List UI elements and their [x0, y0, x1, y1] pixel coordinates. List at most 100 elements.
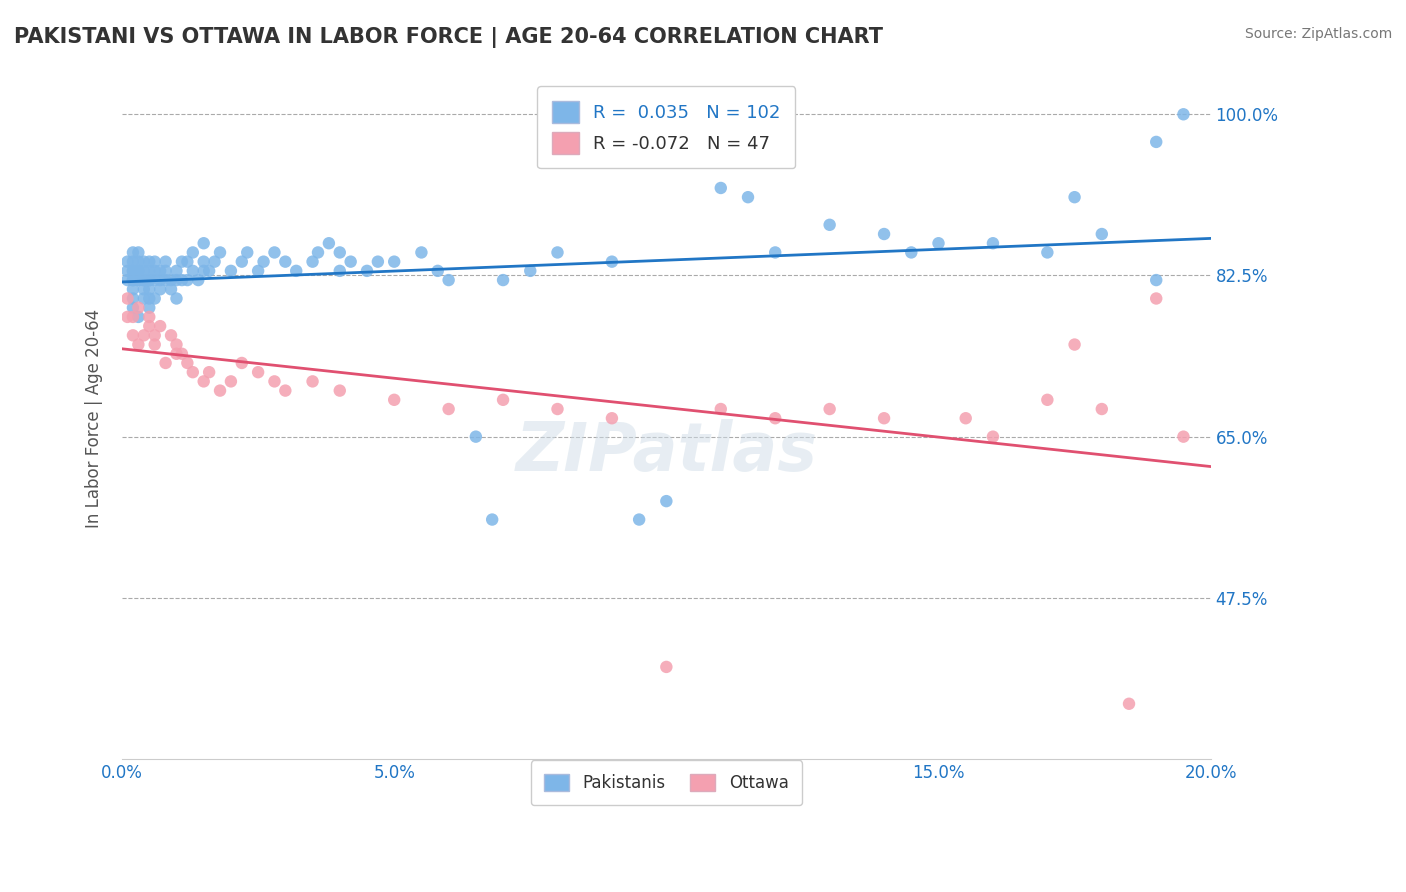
Point: [274, 254, 297, 268]
Point: [143, 264, 166, 278]
Point: [928, 236, 950, 251]
Point: [122, 282, 145, 296]
Point: [138, 310, 160, 324]
Point: [138, 254, 160, 268]
Point: [187, 273, 209, 287]
Point: [247, 264, 270, 278]
Point: [132, 273, 155, 287]
Point: [231, 254, 253, 268]
Point: [193, 236, 215, 251]
Point: [710, 181, 733, 195]
Text: PAKISTANI VS OTTAWA IN LABOR FORCE | AGE 20-64 CORRELATION CHART: PAKISTANI VS OTTAWA IN LABOR FORCE | AGE…: [14, 27, 883, 48]
Point: [132, 292, 155, 306]
Point: [329, 245, 352, 260]
Point: [155, 356, 177, 370]
Point: [143, 328, 166, 343]
Point: [1118, 697, 1140, 711]
Point: [122, 273, 145, 287]
Point: [138, 273, 160, 287]
Point: [127, 273, 149, 287]
Point: [149, 319, 172, 334]
Point: [219, 264, 242, 278]
Point: [166, 347, 188, 361]
Point: [138, 292, 160, 306]
Point: [426, 264, 449, 278]
Point: [1063, 190, 1085, 204]
Point: [143, 254, 166, 268]
Point: [155, 254, 177, 268]
Point: [181, 264, 204, 278]
Point: [132, 264, 155, 278]
Point: [155, 273, 177, 287]
Point: [274, 384, 297, 398]
Point: [160, 282, 183, 296]
Point: [160, 273, 183, 287]
Point: [1144, 273, 1167, 287]
Point: [122, 273, 145, 287]
Point: [138, 273, 160, 287]
Point: [329, 384, 352, 398]
Point: [818, 218, 841, 232]
Point: [198, 365, 221, 379]
Point: [710, 402, 733, 417]
Point: [193, 254, 215, 268]
Point: [873, 227, 896, 241]
Point: [160, 328, 183, 343]
Point: [122, 301, 145, 315]
Point: [122, 264, 145, 278]
Point: [600, 411, 623, 425]
Point: [464, 430, 486, 444]
Point: [193, 264, 215, 278]
Point: [411, 245, 433, 260]
Point: [247, 365, 270, 379]
Point: [263, 375, 285, 389]
Point: [263, 245, 285, 260]
Point: [1091, 402, 1114, 417]
Point: [204, 254, 226, 268]
Point: [547, 402, 569, 417]
Point: [900, 245, 922, 260]
Point: [138, 282, 160, 296]
Point: [127, 301, 149, 315]
Point: [1144, 135, 1167, 149]
Point: [1036, 392, 1059, 407]
Point: [981, 430, 1004, 444]
Point: [117, 254, 139, 268]
Point: [955, 411, 977, 425]
Point: [329, 264, 352, 278]
Point: [382, 254, 405, 268]
Point: [1091, 227, 1114, 241]
Point: [166, 337, 188, 351]
Point: [138, 319, 160, 334]
Point: [143, 292, 166, 306]
Point: [519, 264, 541, 278]
Point: [132, 254, 155, 268]
Point: [763, 245, 786, 260]
Point: [143, 273, 166, 287]
Point: [236, 245, 259, 260]
Point: [132, 328, 155, 343]
Point: [127, 273, 149, 287]
Text: ZIPatlas: ZIPatlas: [516, 419, 817, 485]
Point: [122, 292, 145, 306]
Point: [318, 236, 340, 251]
Point: [127, 337, 149, 351]
Point: [231, 356, 253, 370]
Point: [655, 494, 678, 508]
Point: [198, 264, 221, 278]
Point: [176, 254, 198, 268]
Point: [166, 264, 188, 278]
Y-axis label: In Labor Force | Age 20-64: In Labor Force | Age 20-64: [86, 309, 103, 528]
Point: [367, 254, 389, 268]
Point: [143, 337, 166, 351]
Point: [437, 402, 460, 417]
Point: [437, 273, 460, 287]
Point: [301, 375, 323, 389]
Point: [127, 264, 149, 278]
Point: [122, 245, 145, 260]
Point: [122, 264, 145, 278]
Point: [208, 384, 231, 398]
Point: [149, 282, 172, 296]
Point: [356, 264, 378, 278]
Point: [1173, 107, 1195, 121]
